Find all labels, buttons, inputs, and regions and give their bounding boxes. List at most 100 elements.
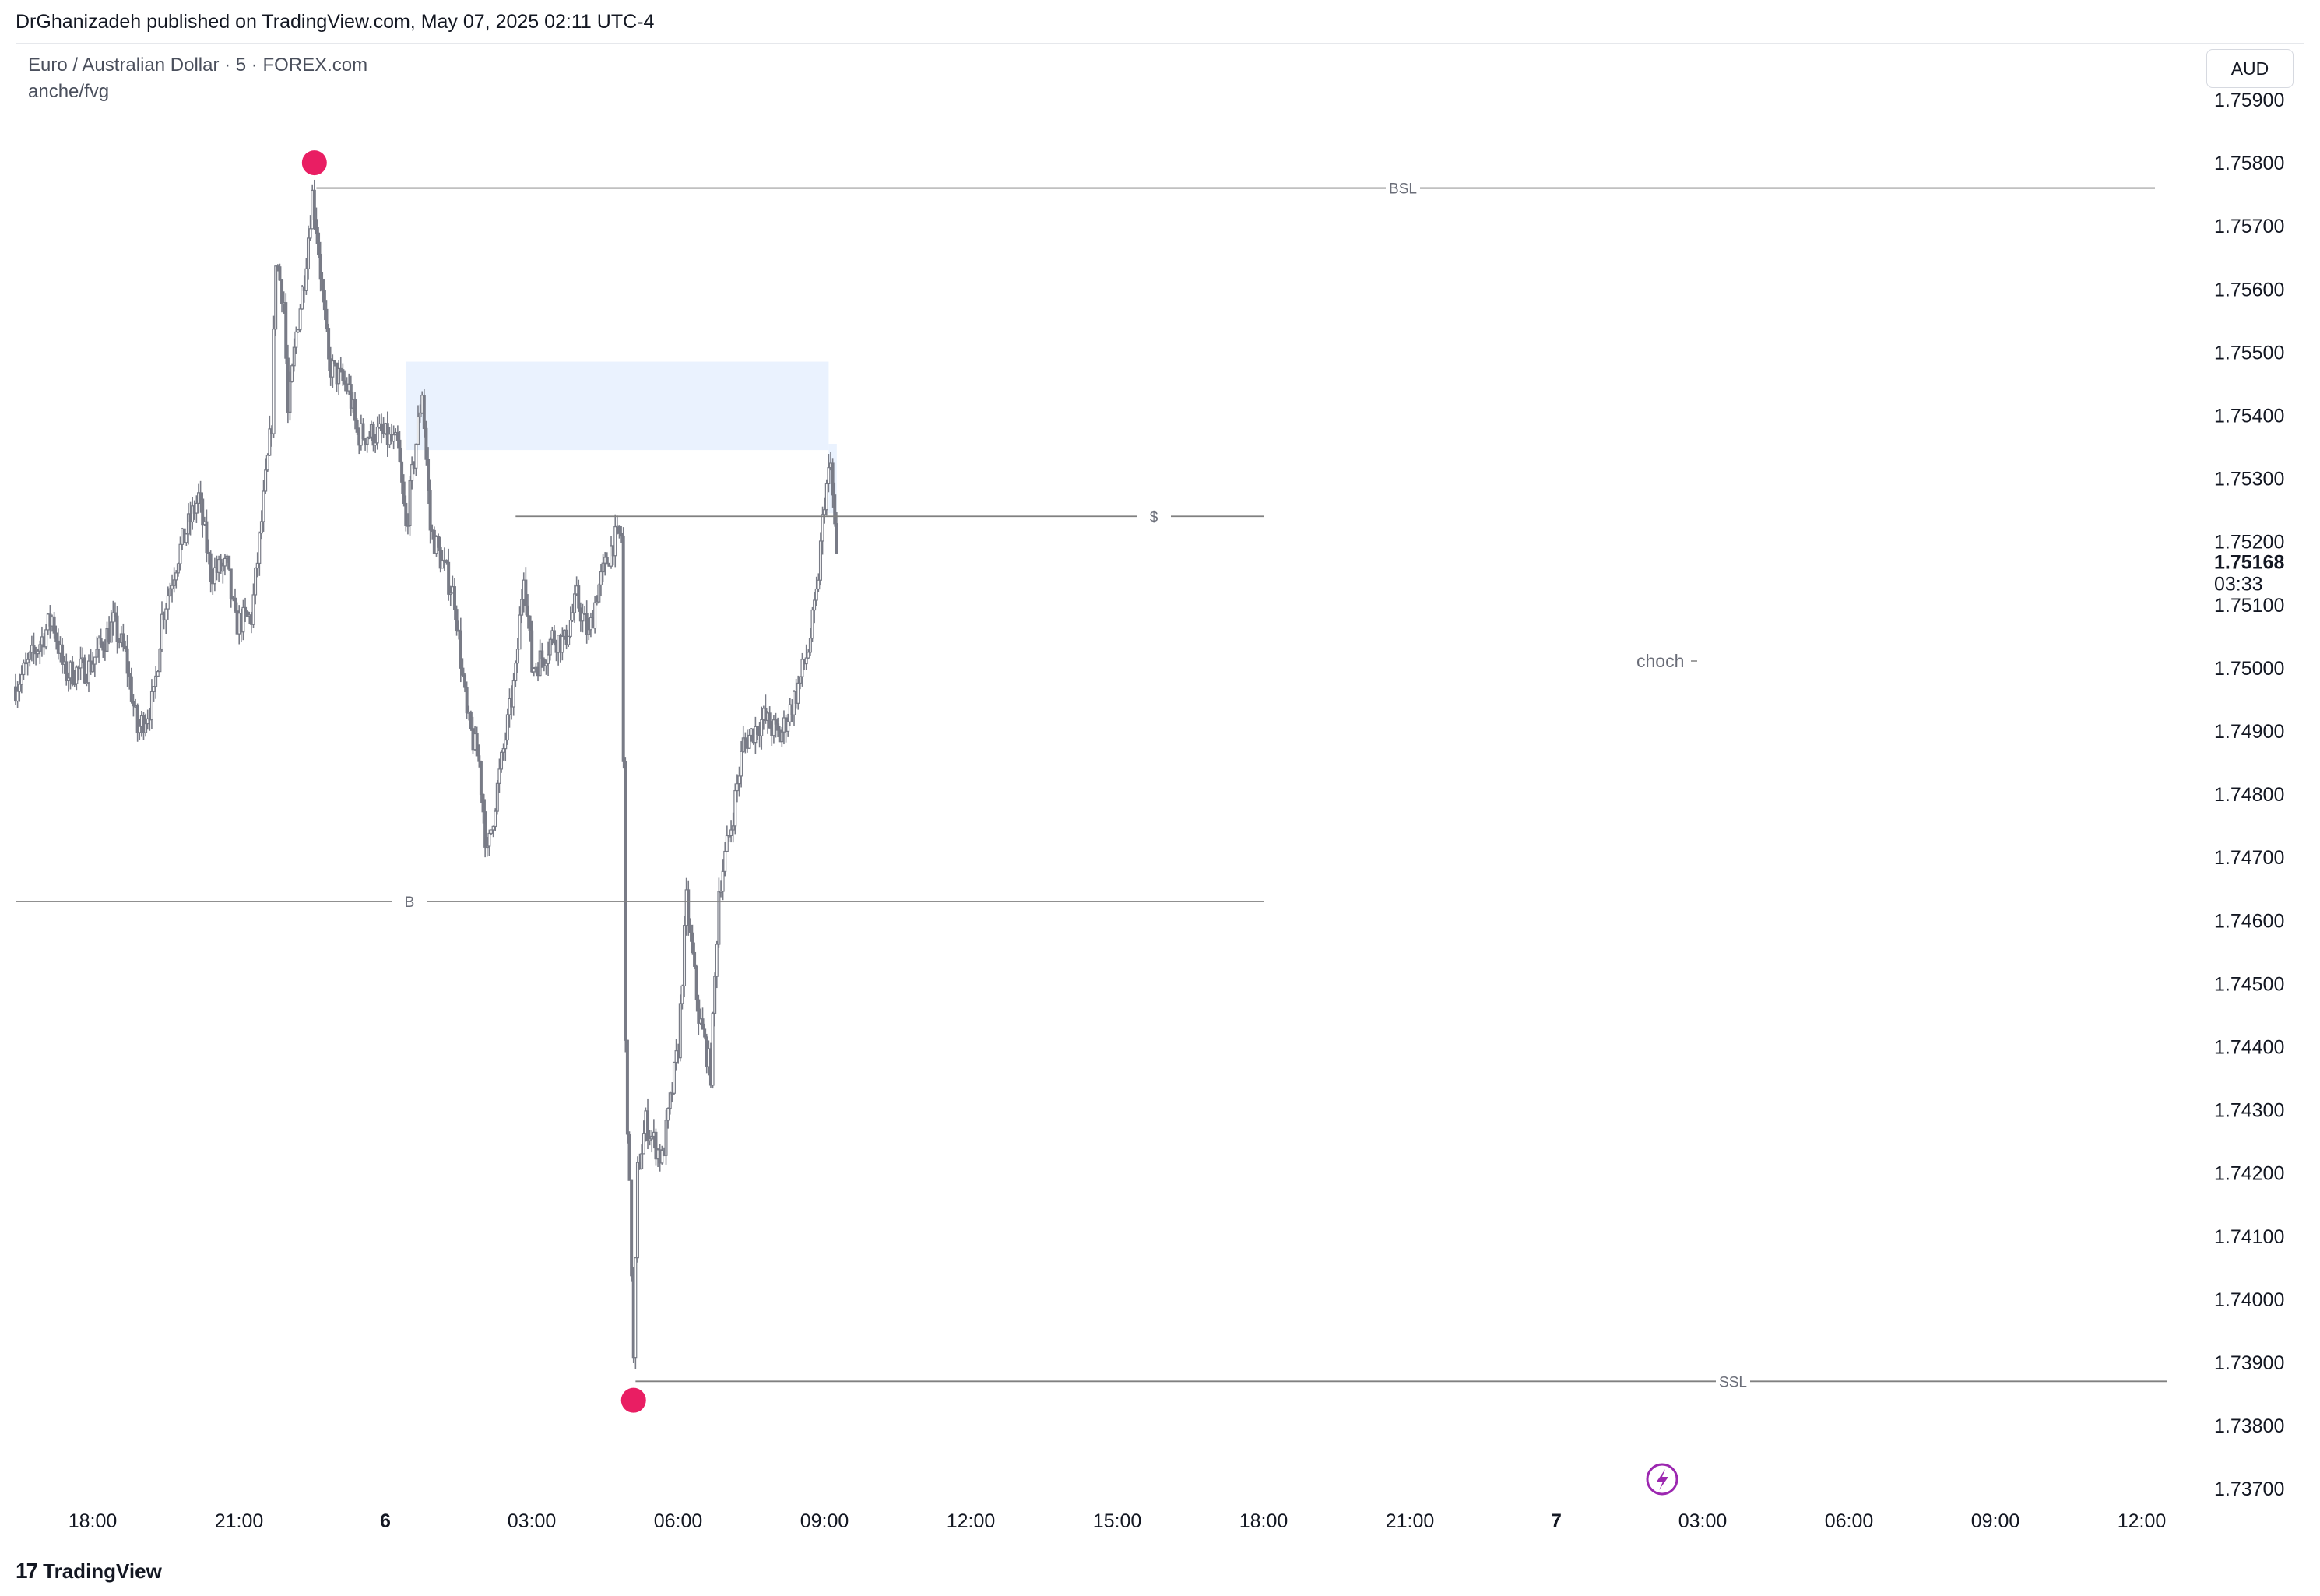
y-tick-label: 1.74100: [2214, 1226, 2284, 1248]
candle-body: [680, 985, 684, 1004]
candle-body: [735, 783, 739, 792]
x-tick-label: 06:00: [654, 1510, 703, 1532]
candle-body: [125, 648, 129, 674]
y-tick-label: 1.73700: [2214, 1478, 2284, 1500]
candle-body: [833, 494, 837, 525]
candle-body: [288, 381, 292, 413]
candle-body: [93, 656, 97, 665]
candle-body: [191, 505, 195, 523]
chart-frame: [16, 43, 2304, 1545]
candle-body: [315, 219, 318, 234]
candle-body: [365, 437, 369, 445]
level-label-bsl: BSL: [1389, 181, 1417, 198]
candle-body: [646, 1110, 650, 1141]
candle-body: [428, 490, 432, 531]
candle-body: [481, 793, 485, 813]
candle-body: [477, 755, 481, 762]
candle-body: [245, 611, 249, 617]
candle-body: [731, 825, 735, 831]
candle-body: [343, 380, 346, 385]
candle-body: [817, 579, 821, 590]
candle-body: [835, 523, 838, 554]
candle-body: [807, 652, 810, 659]
y-tick-label: 1.73900: [2214, 1352, 2284, 1374]
candle-body: [447, 561, 451, 595]
candle-body: [174, 572, 178, 581]
candle-body: [321, 279, 325, 291]
candle-body: [392, 434, 395, 442]
candle-body: [465, 687, 469, 714]
candle-body: [422, 395, 426, 430]
swing-low-dot[interactable]: [620, 1387, 646, 1413]
candle-body: [701, 1018, 705, 1030]
candle-body: [66, 677, 70, 682]
candle-body: [593, 602, 597, 629]
candle-body: [121, 633, 125, 648]
candle-body: [818, 540, 822, 581]
candle-body: [459, 630, 462, 669]
candle-body: [691, 932, 694, 954]
x-tick-label: 03:00: [1678, 1510, 1728, 1532]
candle-body: [172, 579, 176, 586]
candle-body: [265, 455, 269, 471]
y-tick-label: 1.75800: [2214, 153, 2284, 174]
candle-body: [668, 1092, 672, 1109]
candle-body: [627, 1134, 631, 1181]
level-label-dollar: $: [1150, 509, 1158, 526]
candle-body: [808, 638, 812, 653]
y-tick-label: 1.74700: [2214, 847, 2284, 869]
candle-body: [664, 1120, 668, 1156]
candle-body: [158, 649, 162, 673]
choch-label: choch: [1636, 651, 1684, 671]
candle-body: [786, 721, 790, 733]
candle-body: [205, 521, 209, 554]
candle-body: [648, 1138, 652, 1141]
candle-body: [547, 654, 550, 664]
candle-body: [666, 1107, 670, 1121]
candle-body: [185, 533, 188, 543]
indicator-legend[interactable]: anche/fvg: [28, 81, 110, 102]
tradingview-logo-text: TradingView: [43, 1559, 162, 1583]
y-tick-label: 1.75200: [2214, 532, 2284, 554]
candle-body: [32, 645, 36, 652]
candle-body: [375, 426, 379, 444]
candle-body: [768, 712, 772, 729]
candle-body: [367, 436, 371, 439]
candle-body: [219, 558, 223, 572]
candle-body: [804, 657, 808, 665]
y-tick-label: 1.73800: [2214, 1415, 2284, 1437]
tradingview-logo[interactable]: 17 TradingView: [16, 1559, 162, 1584]
y-tick-label: 1.74800: [2214, 784, 2284, 806]
candle-body: [654, 1131, 658, 1160]
currency-button[interactable]: AUD: [2206, 49, 2294, 88]
candle-body: [540, 650, 544, 660]
candle-body: [585, 613, 589, 635]
candle-body: [687, 889, 691, 926]
candle-body: [353, 399, 357, 421]
candle-body: [166, 595, 170, 610]
y-tick-label: 1.74600: [2214, 910, 2284, 932]
candle-body: [54, 632, 58, 642]
candle-body: [613, 526, 617, 557]
candle-body: [44, 629, 48, 648]
candle-body: [65, 661, 69, 682]
y-tick-label: 1.75100: [2214, 595, 2284, 617]
candle-body: [221, 565, 225, 572]
candle-body: [223, 557, 227, 567]
candle-body: [561, 635, 564, 653]
candle-body: [733, 789, 737, 827]
y-tick-label: 1.74300: [2214, 1100, 2284, 1122]
x-tick-label: 21:00: [215, 1510, 264, 1532]
candle-body: [186, 513, 190, 535]
candle-body: [581, 613, 585, 622]
candle-body: [327, 328, 331, 360]
candle-body: [737, 775, 741, 785]
candle-body: [241, 606, 245, 633]
y-tick-label: 1.74200: [2214, 1163, 2284, 1185]
candle-body: [548, 638, 552, 656]
candle-body: [146, 718, 149, 725]
candle-body: [567, 635, 571, 645]
y-tick-label: 1.75300: [2214, 469, 2284, 490]
swing-high-dot[interactable]: [301, 150, 327, 176]
